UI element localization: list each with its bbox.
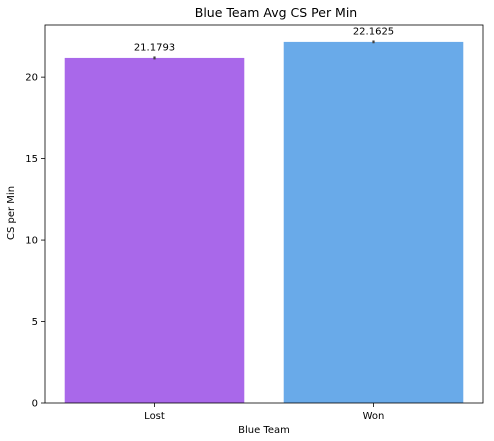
plot-frame bbox=[44, 24, 484, 404]
data-label-won: 22.1625 bbox=[353, 26, 394, 37]
x-tick-label-won: Won bbox=[363, 411, 385, 422]
y-axis: 0 5 10 15 20 bbox=[25, 73, 45, 410]
data-label-lost: 21.1793 bbox=[134, 42, 175, 53]
y-tick-label: 20 bbox=[25, 73, 38, 84]
data-labels-group: 21.1793 22.1625 bbox=[134, 26, 394, 53]
bar-lost bbox=[64, 57, 245, 404]
bar-won bbox=[283, 41, 464, 404]
error-bars-group bbox=[153, 40, 375, 60]
y-tick-label: 15 bbox=[25, 154, 38, 165]
y-tick-label: 5 bbox=[32, 317, 38, 328]
chart-title: Blue Team Avg CS Per Min bbox=[195, 5, 357, 20]
y-axis-label: CS per Min bbox=[6, 186, 17, 240]
y-tick-label: 10 bbox=[25, 236, 38, 247]
x-axis-label: Blue Team bbox=[238, 425, 290, 436]
x-tick-label-lost: Lost bbox=[144, 411, 165, 422]
y-tick-label: 0 bbox=[32, 399, 38, 410]
bars-group bbox=[64, 41, 464, 404]
x-axis: Lost Won bbox=[144, 403, 384, 422]
